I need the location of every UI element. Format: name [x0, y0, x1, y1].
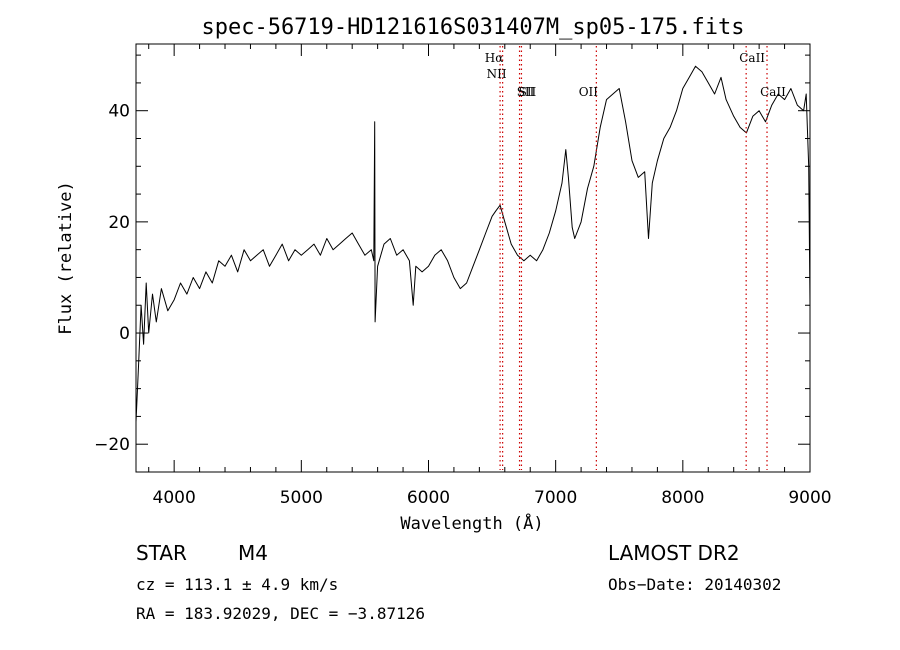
- spectral-line-label: NII: [487, 67, 507, 81]
- x-tick-label: 9000: [788, 488, 831, 508]
- x-axis-label: Wavelength (Å): [400, 512, 543, 534]
- y-tick-label: 20: [108, 213, 130, 233]
- spectral-line-label: Hα: [485, 51, 504, 65]
- x-tick-label: 7000: [534, 488, 577, 508]
- plot-area: [135, 65, 811, 423]
- y-tick-label: −20: [94, 435, 130, 455]
- x-tick-label: 5000: [280, 488, 323, 508]
- spectral-line-label: CaII: [760, 85, 786, 99]
- survey-name: LAMOST DR2: [608, 541, 740, 565]
- spectral-line-label: SII: [519, 85, 537, 99]
- y-axis: −20 0 20 40: [94, 54, 810, 455]
- spectral-line-label: CaII: [739, 51, 765, 65]
- object-class: STAR: [136, 541, 187, 565]
- x-axis: 4000 5000 6000 7000 8000 9000: [148, 44, 832, 508]
- y-axis-label: Flux (relative): [56, 181, 76, 335]
- redshift-cz: cz = 113.1 ± 4.9 km/s: [136, 575, 339, 594]
- object-subclass: M4: [238, 541, 268, 565]
- obs-date: Obs−Date: 20140302: [608, 575, 782, 594]
- x-tick-label: 8000: [661, 488, 704, 508]
- y-tick-label: 40: [108, 102, 130, 122]
- spectrum-line: [135, 65, 811, 423]
- plot-frame: [135, 43, 811, 473]
- ra-dec: RA = 183.92029, DEC = −3.87126: [136, 604, 425, 623]
- y-tick-label: 0: [119, 324, 130, 344]
- spectral-line-label: OII: [579, 85, 599, 99]
- x-tick-label: 4000: [153, 488, 196, 508]
- chart-title: spec-56719-HD121616S031407M_sp05-175.fit…: [201, 15, 744, 40]
- x-tick-label: 6000: [407, 488, 450, 508]
